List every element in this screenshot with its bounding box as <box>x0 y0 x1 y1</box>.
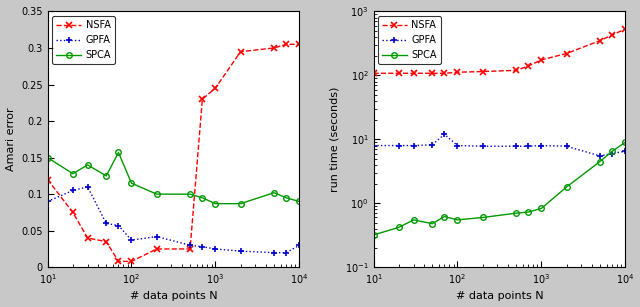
SPCA <box>410 218 417 222</box>
GPFA <box>512 144 520 148</box>
Line: NSFA: NSFA <box>371 26 628 76</box>
NSFA <box>153 247 161 251</box>
GPFA <box>596 154 604 158</box>
GPFA <box>270 251 278 255</box>
Y-axis label: run time (seconds): run time (seconds) <box>330 87 339 192</box>
NSFA <box>525 64 532 68</box>
GPFA <box>282 251 290 255</box>
GPFA <box>395 144 403 147</box>
NSFA <box>186 247 194 251</box>
SPCA <box>428 222 436 226</box>
NSFA <box>609 33 616 37</box>
SPCA <box>84 163 92 167</box>
SPCA <box>44 156 51 159</box>
GPFA <box>102 222 110 225</box>
NSFA <box>440 72 448 75</box>
SPCA <box>282 196 290 200</box>
NSFA <box>512 68 520 72</box>
SPCA <box>596 160 604 163</box>
NSFA <box>428 72 436 75</box>
GPFA <box>370 144 378 147</box>
SPCA <box>211 202 219 205</box>
GPFA <box>479 144 486 148</box>
SPCA <box>198 196 206 200</box>
Line: GPFA: GPFA <box>44 183 303 256</box>
GPFA <box>84 185 92 189</box>
SPCA <box>153 192 161 196</box>
NSFA <box>370 72 378 75</box>
Legend: NSFA, GPFA, SPCA: NSFA, GPFA, SPCA <box>378 16 441 64</box>
NSFA <box>621 27 629 31</box>
NSFA <box>115 259 122 263</box>
NSFA <box>211 86 219 90</box>
SPCA <box>270 191 278 195</box>
Y-axis label: Amari error: Amari error <box>6 107 15 171</box>
GPFA <box>525 144 532 148</box>
SPCA <box>609 150 616 153</box>
NSFA <box>270 46 278 50</box>
GPFA <box>153 235 161 238</box>
GPFA <box>621 150 629 153</box>
GPFA <box>44 200 51 203</box>
GPFA <box>296 243 303 247</box>
NSFA <box>410 72 417 75</box>
SPCA <box>237 202 244 205</box>
NSFA <box>395 72 403 75</box>
GPFA <box>211 247 219 251</box>
Line: SPCA: SPCA <box>45 150 302 206</box>
SPCA <box>621 140 629 144</box>
NSFA <box>127 259 135 263</box>
NSFA <box>44 178 51 181</box>
GPFA <box>609 152 616 155</box>
SPCA <box>186 192 194 196</box>
SPCA <box>370 233 378 237</box>
SPCA <box>395 226 403 229</box>
SPCA <box>296 200 303 203</box>
GPFA <box>454 144 461 147</box>
SPCA <box>127 181 135 185</box>
Legend: NSFA, GPFA, SPCA: NSFA, GPFA, SPCA <box>52 16 115 64</box>
GPFA <box>237 249 244 253</box>
SPCA <box>479 216 486 219</box>
NSFA <box>454 70 461 74</box>
NSFA <box>237 50 244 53</box>
SPCA <box>454 218 461 222</box>
NSFA <box>479 70 486 73</box>
NSFA <box>69 211 77 214</box>
SPCA <box>525 210 532 214</box>
SPCA <box>538 207 545 210</box>
GPFA <box>538 144 545 147</box>
GPFA <box>440 132 448 136</box>
GPFA <box>69 189 77 192</box>
GPFA <box>198 245 206 249</box>
X-axis label: # data points N: # data points N <box>456 291 543 301</box>
X-axis label: # data points N: # data points N <box>130 291 217 301</box>
Line: NSFA: NSFA <box>45 41 302 264</box>
SPCA <box>102 174 110 178</box>
SPCA <box>69 172 77 176</box>
GPFA <box>563 144 570 148</box>
SPCA <box>512 211 520 215</box>
SPCA <box>115 151 122 154</box>
GPFA <box>127 238 135 242</box>
NSFA <box>84 236 92 240</box>
GPFA <box>115 224 122 227</box>
GPFA <box>410 144 417 147</box>
Line: SPCA: SPCA <box>371 139 628 238</box>
NSFA <box>102 240 110 243</box>
NSFA <box>538 58 545 62</box>
GPFA <box>186 243 194 247</box>
SPCA <box>563 185 570 189</box>
SPCA <box>440 215 448 218</box>
NSFA <box>198 97 206 101</box>
NSFA <box>296 42 303 46</box>
NSFA <box>563 52 570 55</box>
Line: GPFA: GPFA <box>370 131 628 159</box>
NSFA <box>596 39 604 42</box>
NSFA <box>282 42 290 46</box>
GPFA <box>428 143 436 147</box>
